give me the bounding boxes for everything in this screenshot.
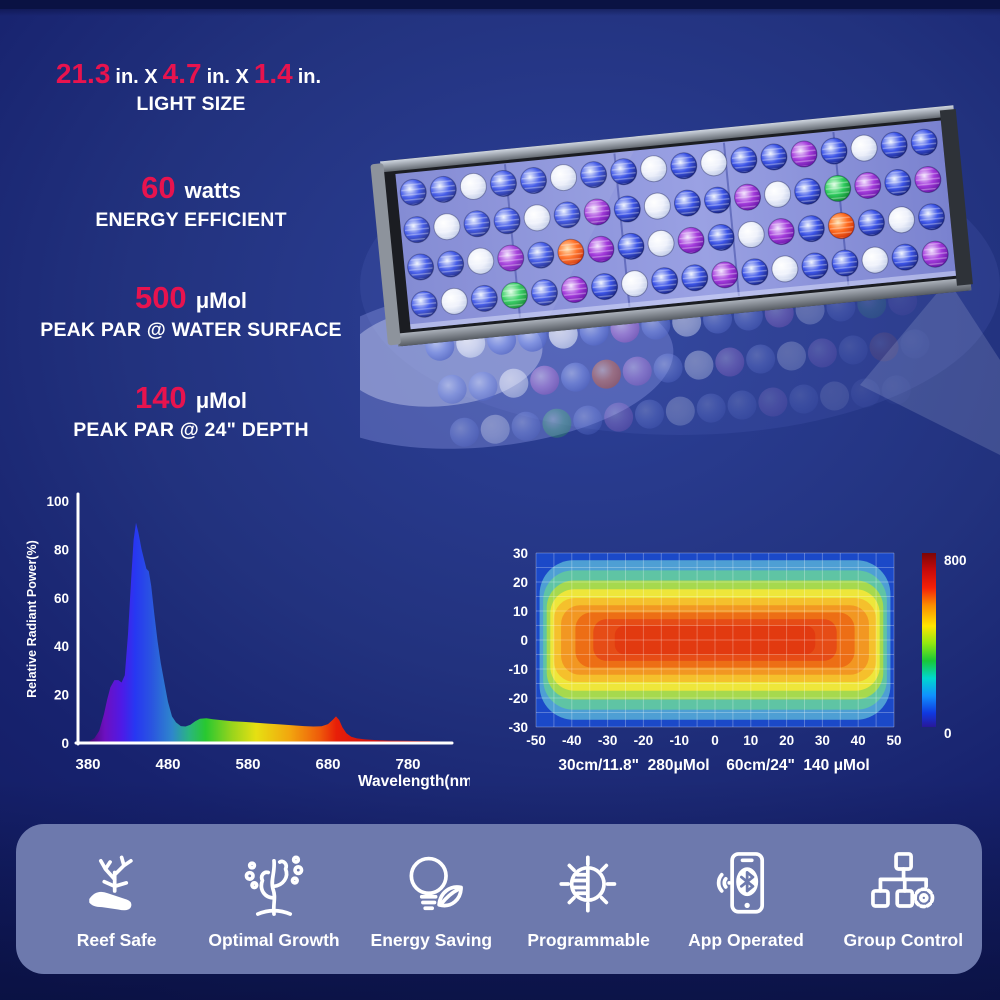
spectrum-chart: 0 20 40 60 80 100 380 480 580 680 780 Relative Radi… [25,492,470,790]
light-size-stat: 21.3 in. X 4.7 in. X 1.4 in. LIGHT SIZE [0,58,382,116]
feature-label: App Operated [688,930,804,950]
coral-growth-icon [244,855,304,916]
svg-text:30cm/11.8" 280μMol: 30cm/11.8" 280μMol [558,757,709,774]
features-bar: Reef Safe Optimal Growth Energy Saving [16,824,982,974]
svg-text:100: 100 [46,494,69,509]
top-edge-strip [0,0,1000,9]
par-depth-number: 140 [134,380,187,415]
phone-bluetooth-icon [716,852,765,914]
svg-text:680: 680 [315,756,340,773]
svg-text:-10: -10 [508,662,528,677]
par-depth-unit: μMol [195,388,248,413]
svg-text:40: 40 [851,733,866,748]
svg-text:-40: -40 [562,733,582,748]
bulb-leaf-icon [409,856,464,911]
par-surface-stat: 500 μMol PEAK PAR @ WATER SURFACE [0,280,382,341]
feature-group-control: Group Control [825,824,982,974]
light-size-value: 21.3 in. X 4.7 in. X 1.4 in. [0,58,382,90]
svg-text:800: 800 [944,553,967,568]
par-surface-number: 500 [134,280,187,315]
size-length: 21.3 [55,58,111,89]
par-depth-label: PEAK PAR @ 24" DEPTH [73,418,309,441]
size-sep-2: in. X [206,66,249,88]
feature-label: Group Control [843,930,964,950]
feature-label: Energy Saving [370,930,493,950]
svg-text:380: 380 [75,756,100,773]
light-size-label: LIGHT SIZE [136,93,246,116]
svg-text:10: 10 [513,604,528,619]
svg-text:0: 0 [61,736,69,751]
size-width: 4.7 [162,58,202,89]
size-unit: in. [297,66,322,88]
watts-unit: watts [184,178,241,203]
wattage-stat: 60 watts ENERGY EFFICIENT [0,170,382,231]
led-light-photo [360,105,1000,455]
hand-coral-icon [88,855,133,911]
wattage-label: ENERGY EFFICIENT [95,208,287,231]
size-sep-1: in. X [115,66,158,88]
feature-energy-saving: Energy Saving [353,824,510,974]
svg-text:20: 20 [513,575,528,590]
svg-text:20: 20 [54,688,69,703]
svg-text:30: 30 [513,546,528,561]
svg-text:-30: -30 [598,733,618,748]
feature-label: Reef Safe [76,930,157,950]
svg-text:50: 50 [886,733,901,748]
feature-app-operated: App Operated [667,824,824,974]
svg-text:40: 40 [54,639,69,654]
par-depth-stat: 140 μMol PEAK PAR @ 24" DEPTH [0,380,382,441]
svg-text:Wavelength(nm): Wavelength(nm) [358,773,470,790]
svg-text:-50: -50 [526,733,546,748]
svg-text:60: 60 [54,591,69,606]
feature-label: Optimal Growth [208,930,340,950]
svg-text:0: 0 [944,726,952,741]
svg-text:-10: -10 [669,733,689,748]
watts-number: 60 [141,170,176,205]
svg-text:780: 780 [395,756,420,773]
timer-gear-icon [559,855,616,913]
feature-programmable: Programmable [510,824,667,974]
svg-text:-30: -30 [508,720,528,735]
svg-text:480: 480 [155,756,180,773]
svg-text:20: 20 [779,733,794,748]
svg-text:10: 10 [743,733,758,748]
par-depth-value: 140 μMol [0,380,382,416]
feature-label: Programmable [527,930,650,950]
svg-text:60cm/24" 140 μMol: 60cm/24" 140 μMol [726,757,870,774]
svg-text:580: 580 [235,756,260,773]
feature-optimal-growth: Optimal Growth [195,824,352,974]
svg-text:-20: -20 [508,691,528,706]
svg-text:-20: -20 [634,733,654,748]
network-gear-icon [871,852,935,909]
par-surface-label: PEAK PAR @ WATER SURFACE [40,318,342,341]
feature-reef-safe: Reef Safe [38,824,195,974]
svg-text:80: 80 [54,542,69,557]
par-surface-unit: μMol [195,288,248,313]
wattage-value: 60 watts [0,170,382,206]
svg-text:Relative Radiant Power(%): Relative Radiant Power(%) [25,540,39,698]
svg-text:30: 30 [815,733,830,748]
svg-text:0: 0 [711,733,719,748]
size-height: 1.4 [253,58,293,89]
par-surface-value: 500 μMol [0,280,382,316]
svg-text:0: 0 [520,633,528,648]
